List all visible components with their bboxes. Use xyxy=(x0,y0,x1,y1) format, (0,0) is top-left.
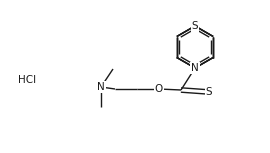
Text: N: N xyxy=(97,82,105,92)
Text: N: N xyxy=(191,63,199,73)
Text: S: S xyxy=(192,21,198,31)
Text: S: S xyxy=(206,87,212,97)
Text: HCl: HCl xyxy=(18,75,36,85)
Text: O: O xyxy=(155,84,163,94)
